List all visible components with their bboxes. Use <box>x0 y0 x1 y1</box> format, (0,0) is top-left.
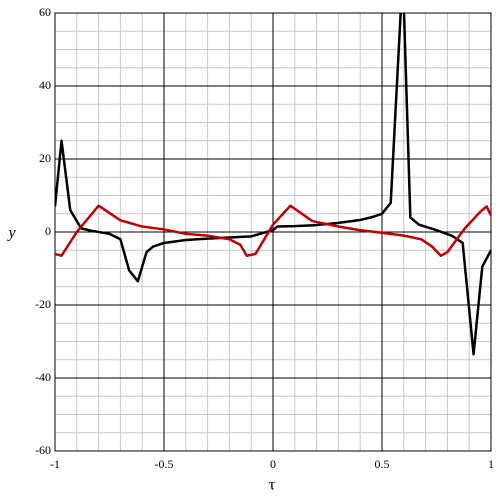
x-tick-label: 1 <box>488 457 494 471</box>
x-axis-title: τ <box>269 477 276 494</box>
y-axis-title: y <box>6 225 16 242</box>
y-tick-label: 0 <box>45 224 51 238</box>
y-tick-label: -40 <box>35 370 51 384</box>
x-tick-label: -0.5 <box>155 457 174 471</box>
plot-area <box>55 13 491 356</box>
x-tick-label: 0.5 <box>375 457 390 471</box>
data-line <box>55 204 491 257</box>
plot-frame <box>54 12 492 452</box>
data-line <box>55 13 491 356</box>
y-tick-label: -20 <box>35 297 51 311</box>
y-tick-label: 20 <box>39 151 51 165</box>
x-tick-label: 0 <box>270 457 276 471</box>
y-tick-label: 60 <box>39 5 51 19</box>
y-tick-label: -60 <box>35 443 51 457</box>
x-tick-label: -1 <box>50 457 60 471</box>
y-tick-label: 40 <box>39 78 51 92</box>
